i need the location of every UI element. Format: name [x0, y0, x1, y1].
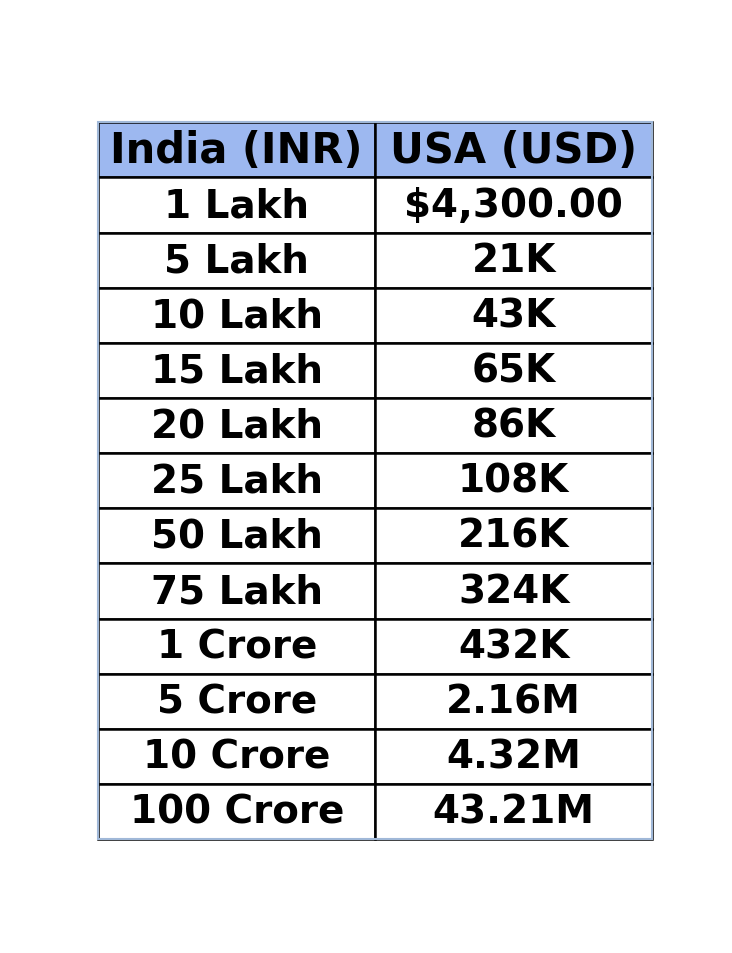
Text: 432K: 432K: [458, 628, 569, 665]
Bar: [98, 454, 376, 509]
Bar: [376, 398, 652, 454]
Bar: [98, 619, 376, 674]
Bar: [376, 289, 652, 343]
Bar: [376, 178, 652, 233]
Bar: [376, 233, 652, 289]
Text: 43.21M: 43.21M: [433, 793, 594, 831]
Bar: [98, 674, 376, 729]
Text: 2.16M: 2.16M: [446, 682, 581, 720]
Text: 4.32M: 4.32M: [446, 738, 581, 776]
Bar: [98, 343, 376, 398]
Bar: [98, 289, 376, 343]
Bar: [376, 564, 652, 619]
Text: India (INR): India (INR): [111, 130, 363, 172]
Bar: [98, 564, 376, 619]
Text: 43K: 43K: [471, 297, 556, 335]
Bar: [98, 123, 376, 178]
Text: 216K: 216K: [458, 517, 569, 556]
Bar: [98, 398, 376, 454]
Bar: [98, 784, 376, 840]
Bar: [98, 509, 376, 564]
Bar: [376, 619, 652, 674]
Bar: [376, 123, 652, 178]
Bar: [376, 674, 652, 729]
Bar: [98, 729, 376, 784]
Bar: [376, 729, 652, 784]
Text: USA (USD): USA (USD): [390, 130, 637, 172]
Bar: [376, 784, 652, 840]
Text: 1 Crore: 1 Crore: [157, 628, 317, 665]
Text: 20 Lakh: 20 Lakh: [151, 407, 323, 445]
Text: 21K: 21K: [471, 242, 556, 280]
Text: 15 Lakh: 15 Lakh: [151, 352, 323, 390]
Text: 10 Lakh: 10 Lakh: [151, 297, 323, 335]
Text: 324K: 324K: [458, 573, 569, 611]
Text: 75 Lakh: 75 Lakh: [151, 573, 323, 611]
Text: 1 Lakh: 1 Lakh: [164, 187, 309, 225]
Bar: [98, 178, 376, 233]
Text: 50 Lakh: 50 Lakh: [151, 517, 323, 556]
Text: 86K: 86K: [471, 407, 556, 445]
Text: 5 Lakh: 5 Lakh: [164, 242, 309, 280]
Text: $4,300.00: $4,300.00: [404, 187, 623, 225]
Text: 5 Crore: 5 Crore: [157, 682, 317, 720]
Text: 108K: 108K: [458, 462, 569, 500]
Bar: [376, 454, 652, 509]
Bar: [98, 233, 376, 289]
Text: 25 Lakh: 25 Lakh: [151, 462, 323, 500]
Text: 100 Crore: 100 Crore: [130, 793, 344, 831]
Bar: [376, 509, 652, 564]
Text: 10 Crore: 10 Crore: [143, 738, 330, 776]
Bar: [376, 343, 652, 398]
Text: 65K: 65K: [471, 352, 556, 390]
